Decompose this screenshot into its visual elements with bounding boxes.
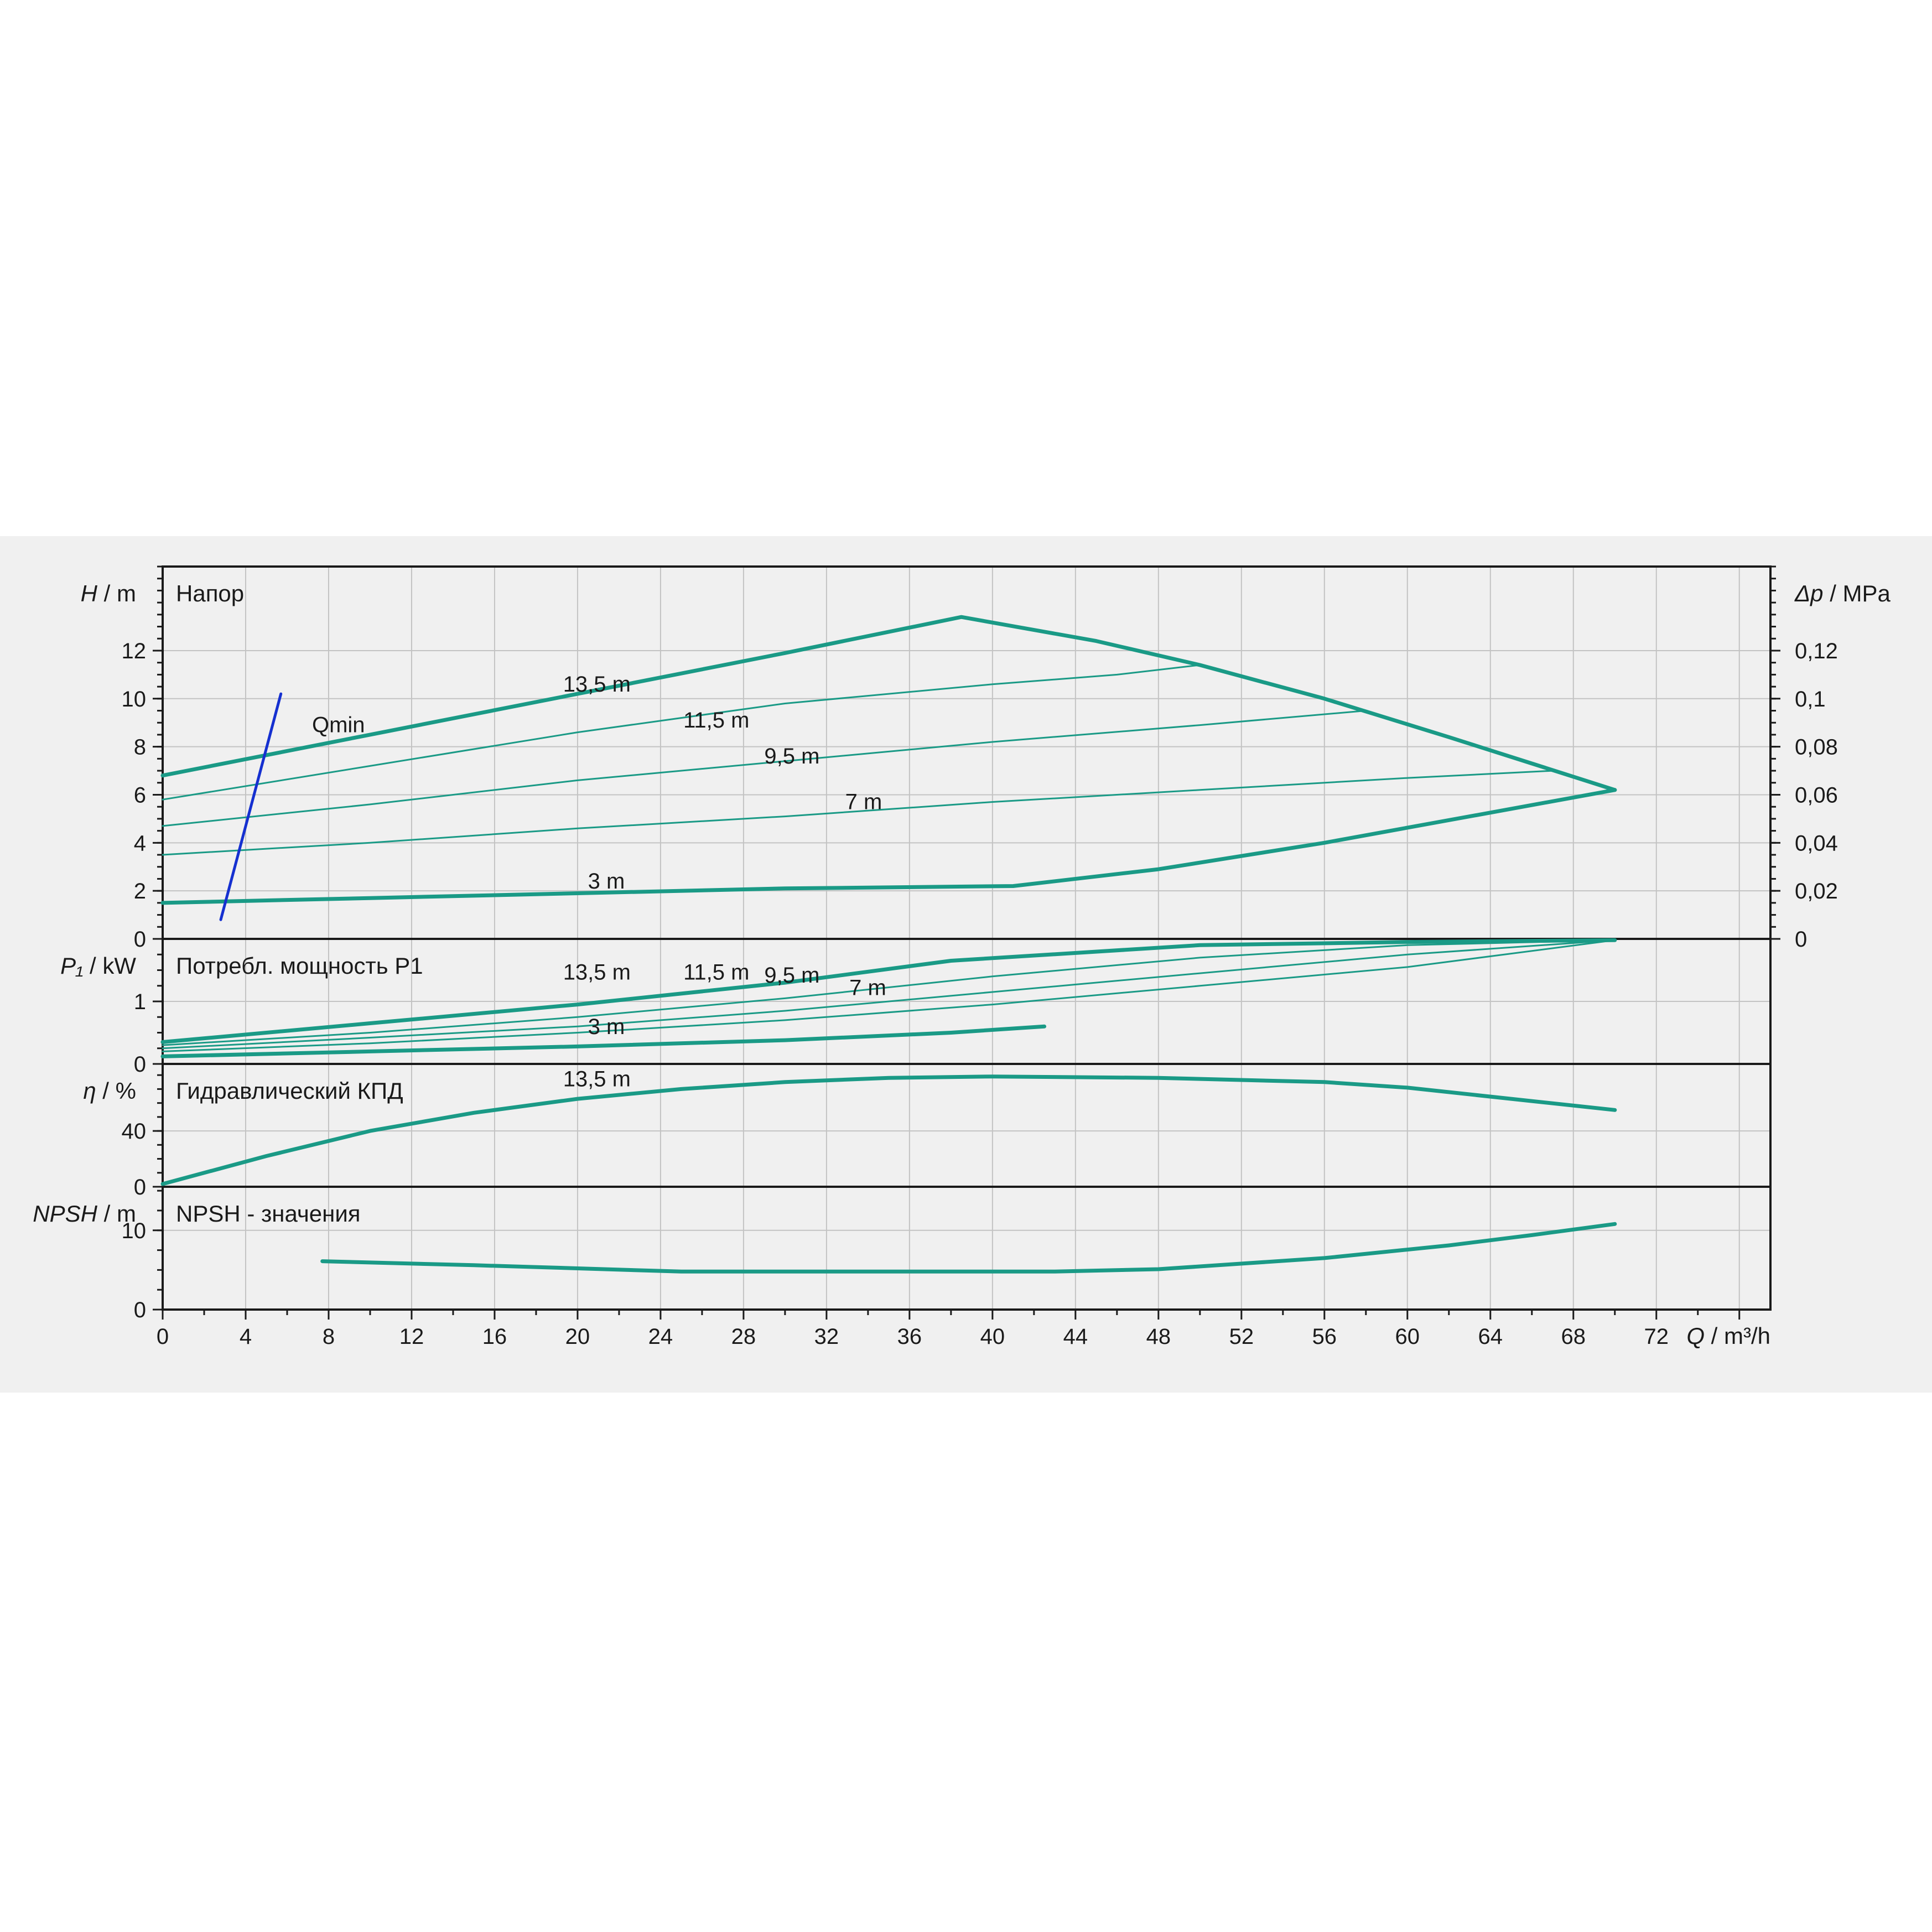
x-tick-label: 20 — [565, 1325, 590, 1349]
x-tick-label: 24 — [648, 1325, 673, 1349]
plot-border — [162, 565, 1772, 1311]
curve-label: 3 m — [588, 869, 625, 894]
curve-label: 13,5 m — [563, 960, 631, 984]
panel-title: Напор — [176, 580, 244, 606]
y-tick-label: 2 — [134, 879, 146, 903]
y2-tick-label: 0,06 — [1795, 783, 1838, 807]
y-tick-label: 10 — [122, 687, 147, 711]
panel-title: NPSH - значения — [176, 1201, 361, 1227]
curve-9-5-m — [162, 939, 1616, 1050]
curve-label: 9,5 m — [764, 744, 819, 768]
y-tick-label: 12 — [122, 639, 147, 663]
curve-label: 13,5 m — [563, 672, 631, 697]
curve-label: 7 m — [845, 790, 882, 814]
qmin-line — [219, 692, 283, 921]
x-tick-label: 32 — [814, 1325, 839, 1349]
x-tick-label: 48 — [1146, 1325, 1171, 1349]
chart-area: 0 2 4 6 8 10 12 0 0,02 0,04 0,06 0,08 0,1 0,12 Δp / MP… — [0, 536, 1932, 1393]
curve-11-5-m — [162, 939, 1616, 1046]
curve-3-m — [160, 1024, 1047, 1058]
y2-tick-label: 0,1 — [1795, 687, 1826, 711]
x-tick-label: 12 — [399, 1325, 424, 1349]
curve-label: 11,5 m — [683, 960, 749, 984]
y-tick-label: 8 — [134, 735, 146, 760]
y-tick-label: 0 — [134, 927, 146, 952]
panel-title: Гидравлический КПД — [176, 1078, 403, 1104]
y-tick-label: 6 — [134, 783, 146, 807]
curve-7-m — [162, 770, 1554, 856]
curve-label: 3 m — [588, 1015, 625, 1039]
y-tick-label: 1 — [134, 990, 146, 1014]
curve-label: 11,5 m — [683, 708, 749, 733]
x-tick-label: 36 — [897, 1325, 922, 1349]
curve-13-5-m — [160, 1074, 1617, 1186]
curve-9-5-m — [162, 710, 1367, 827]
x-tick-label: 72 — [1644, 1325, 1669, 1349]
y2-tick-label: 0,08 — [1795, 735, 1838, 760]
x-tick-label: 16 — [482, 1325, 507, 1349]
plot-frame — [153, 565, 1780, 1320]
y-tick-label: 10 — [122, 1219, 147, 1243]
y-axis-label: NPSH / m — [33, 1201, 136, 1227]
x-tick-label: 28 — [731, 1325, 756, 1349]
x-tick-label: 0 — [157, 1325, 169, 1349]
x-tick-label: 68 — [1561, 1325, 1586, 1349]
y-axis-label: H / m — [81, 580, 136, 606]
y-axis-label: η / % — [83, 1078, 136, 1104]
x-tick-label: 52 — [1229, 1325, 1254, 1349]
curves — [160, 615, 1617, 1274]
curve-13-5-m — [160, 938, 1617, 1044]
y-tick-label: 0 — [134, 1052, 146, 1077]
x-tick-label: 60 — [1395, 1325, 1420, 1349]
x-tick-label: 8 — [323, 1325, 335, 1349]
y-tick-label: 40 — [122, 1119, 147, 1144]
y2-tick-label: 0,04 — [1795, 831, 1838, 855]
curve-label: 7 m — [849, 976, 886, 1000]
curve-7-m — [162, 939, 1616, 1052]
y-tick-label: 0 — [134, 1175, 146, 1199]
curve-13-5-m — [160, 615, 1617, 792]
x-axis-label: Q / m³/h — [1686, 1323, 1770, 1349]
curve-3-m — [160, 788, 1617, 905]
curve-11-5-m — [162, 664, 1201, 801]
y-axis-label: P₁ / kW — [60, 953, 136, 979]
curve-NPSH — [320, 1222, 1617, 1274]
x-tick-label: 40 — [980, 1325, 1005, 1349]
curve-label: 9,5 m — [764, 963, 819, 988]
x-tick-label: 44 — [1063, 1325, 1088, 1349]
y-tick-label: 0 — [134, 1298, 146, 1322]
curve-label: 13,5 m — [563, 1067, 631, 1091]
panel-title: Потребл. мощность P1 — [176, 953, 423, 979]
y2-axis-label: Δp / MPa — [1794, 580, 1891, 606]
curve-label: Qmin — [312, 713, 365, 738]
x-tick-label: 56 — [1312, 1325, 1337, 1349]
y2-tick-label: 0,02 — [1795, 879, 1838, 903]
y2-tick-label: 0,12 — [1795, 639, 1838, 663]
y2-tick-label: 0 — [1795, 927, 1807, 952]
x-tick-label: 64 — [1478, 1325, 1503, 1349]
x-tick-label: 4 — [240, 1325, 252, 1349]
y-tick-label: 4 — [134, 831, 146, 855]
